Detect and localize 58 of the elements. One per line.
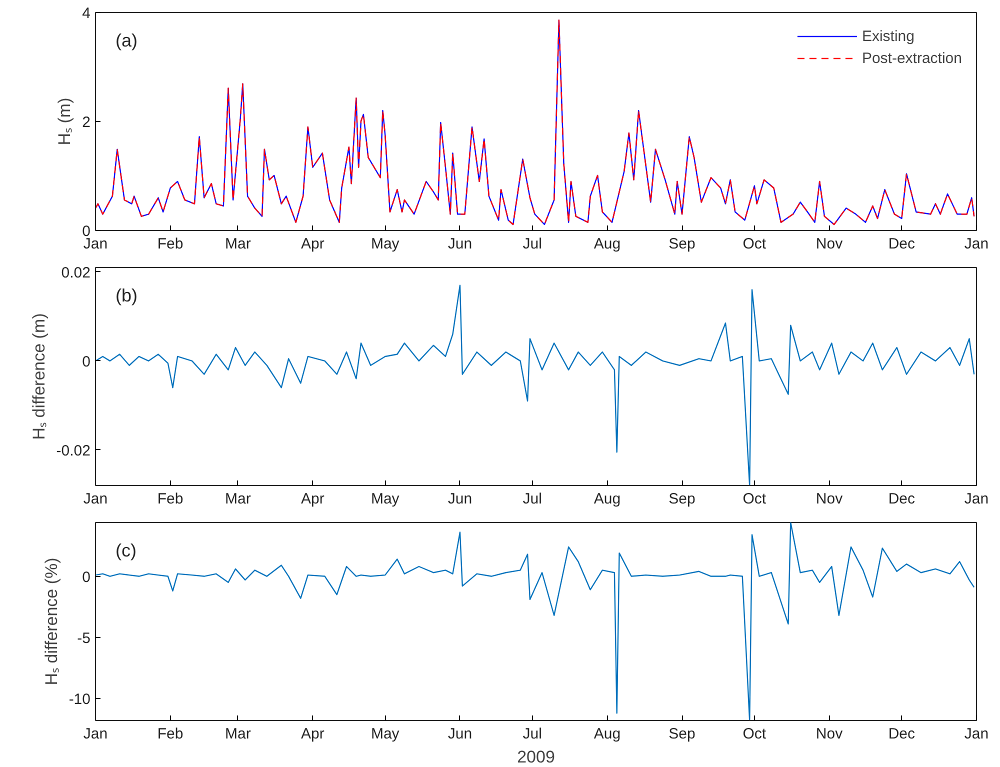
y-axis-title: Hₛ (m) [55,98,74,146]
x-tick-label: Jan [964,726,989,742]
annotation: (a) [116,30,138,50]
x-tick-label: Sep [668,490,696,508]
x-tick-label: Jul [522,490,542,508]
line-series [96,20,975,226]
y-tick-label: 0.02 [61,264,91,282]
x-tick-label: Feb [157,490,184,508]
x-tick-label: Sep [668,236,696,252]
x-tick-label: May [370,490,400,508]
x-tick-label: Jul [522,726,542,742]
x-tick-label: Aug [594,236,621,252]
x-tick-label: Jan [83,236,108,252]
x-tick-label: Feb [157,236,184,252]
y-tick-label: 0 [82,353,90,370]
x-tick-label: Jun [448,726,472,742]
x-tick-label: Sep [668,726,696,742]
x-tick-label: Jul [522,236,542,252]
x-tick-label: Feb [157,726,184,742]
y-tick-label: 2 [82,114,90,131]
y-tick-label: 4 [82,5,90,22]
y-tick-label: 0 [82,568,90,586]
x-tick-label: Apr [301,726,324,742]
y-axis-title: Hₛ difference (m) [29,313,48,440]
x-tick-label: Jan [964,490,989,508]
line-series [96,522,975,720]
x-tick-label: Nov [816,726,844,742]
x-tick-label: Jan [83,490,108,508]
x-tick-label: Jan [964,236,989,252]
x-tick-label: Mar [224,726,251,742]
x-tick-label: Oct [742,236,767,252]
x-tick-label: Dec [888,726,916,742]
x-tick-label: May [370,236,400,252]
x-tick-label: Nov [816,490,844,508]
x-tick-label: Aug [594,726,621,742]
x-tick-label: Apr [301,490,324,508]
x-tick-label: Oct [742,490,767,508]
x-tick-label: Mar [224,236,251,252]
y-tick-label: -0.02 [56,442,91,460]
y-tick-label: -5 [77,630,91,647]
x-tick-label: Apr [301,236,324,252]
x-tick-label: Jun [448,236,472,252]
x-tick-label: May [370,726,400,742]
x-tick-label: Dec [888,490,916,508]
annotation: (b) [116,286,138,306]
legend-label: Post-extraction [862,50,962,66]
x-tick-label: Jan [83,726,108,742]
x-tick-label: Dec [888,236,916,252]
x-axis-title: 2009 [517,748,555,766]
x-tick-label: Nov [816,236,844,252]
x-tick-label: Oct [742,726,767,742]
x-tick-label: Aug [594,490,621,508]
x-tick-label: Jun [448,490,472,508]
legend-label: Existing [862,28,914,44]
y-tick-label: -10 [68,691,91,708]
y-axis-title: Hₛ difference (%) [42,558,61,686]
x-tick-label: Mar [224,490,251,508]
annotation: (c) [116,540,136,560]
